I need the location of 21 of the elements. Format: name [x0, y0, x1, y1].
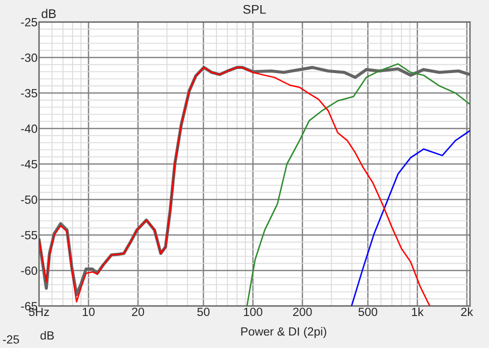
x-tick-label: 50 [197, 308, 210, 316]
y-tick-label: -30 [21, 54, 38, 62]
y-tick-label: -45 [21, 160, 38, 168]
x-tick-label: 500 [358, 308, 378, 316]
y-tick-label: -35 [21, 89, 38, 98]
x-tick-label: 2k [461, 307, 474, 316]
x-tick-label: 1k [412, 307, 424, 316]
x-tick-label: 20 [132, 308, 144, 316]
y-tick-label: -60 [21, 266, 38, 275]
y-tick-label: -55 [21, 231, 38, 240]
text: -25 [2, 335, 20, 344]
x-tick-label: 10 [82, 308, 95, 316]
text: Power & DI (2pi) [241, 326, 326, 338]
y-axis-title: dB [42, 8, 56, 18]
text: dB [40, 330, 54, 340]
x-tick-label: 100 [244, 308, 262, 316]
x-tick-label: 200 [293, 308, 312, 316]
y-tick-label: -50 [21, 196, 38, 204]
y-tick-label: -25 [21, 18, 38, 26]
chart-title: SPL [243, 4, 266, 14]
y-tick-label: -40 [21, 124, 38, 133]
